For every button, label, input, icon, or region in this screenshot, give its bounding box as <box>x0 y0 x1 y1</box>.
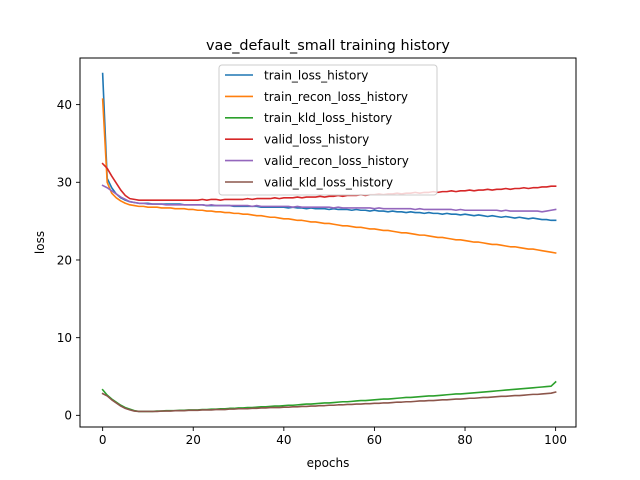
x-tick-label: 0 <box>99 433 107 447</box>
x-tick-label: 60 <box>367 433 382 447</box>
x-tick-label: 20 <box>186 433 201 447</box>
plot-frame <box>79 57 577 428</box>
y-tick-label: 30 <box>57 176 72 190</box>
legend-box <box>218 64 438 196</box>
series-layer <box>101 72 557 413</box>
chart-title: vae_default_small training history <box>206 38 450 54</box>
legend-label-valid-loss-history: valid_loss_history <box>264 133 369 147</box>
x-tick-label: 40 <box>276 433 291 447</box>
legend-label-valid-recon-loss-history: valid_recon_loss_history <box>264 154 409 168</box>
x-axis-label: epochs <box>307 456 350 470</box>
x-tick-label: 80 <box>457 433 472 447</box>
legend-entries: train_loss_history train_recon_loss_histo… <box>225 68 409 189</box>
x-tick-label: 100 <box>544 433 567 447</box>
plot-area <box>101 72 557 413</box>
series-line-valid-kld-loss-history <box>101 391 557 413</box>
x-axis-ticks: 0 20 40 60 80 100 <box>99 427 567 447</box>
y-tick-label: 10 <box>57 331 72 345</box>
series-line-valid-recon-loss-history <box>101 184 557 213</box>
y-tick-label: 40 <box>57 98 72 112</box>
series-line-train-recon-loss-history <box>101 98 557 254</box>
legend-label-valid-kld-loss-history: valid_kld_loss_history <box>264 175 393 189</box>
y-axis-label: loss <box>33 231 47 254</box>
series-line-valid-loss-history <box>101 162 557 201</box>
y-tick-label: 0 <box>64 409 72 423</box>
legend-label-train-kld-loss-history: train_kld_loss_history <box>264 111 392 125</box>
legend: train_loss_history train_recon_loss_histo… <box>218 64 438 196</box>
legend-label-train-loss-history: train_loss_history <box>264 68 368 82</box>
y-tick-label: 20 <box>57 253 72 267</box>
legend-label-train-recon-loss-history: train_recon_loss_history <box>264 90 408 104</box>
y-axis-ticks: 0 10 20 30 40 <box>57 98 80 423</box>
